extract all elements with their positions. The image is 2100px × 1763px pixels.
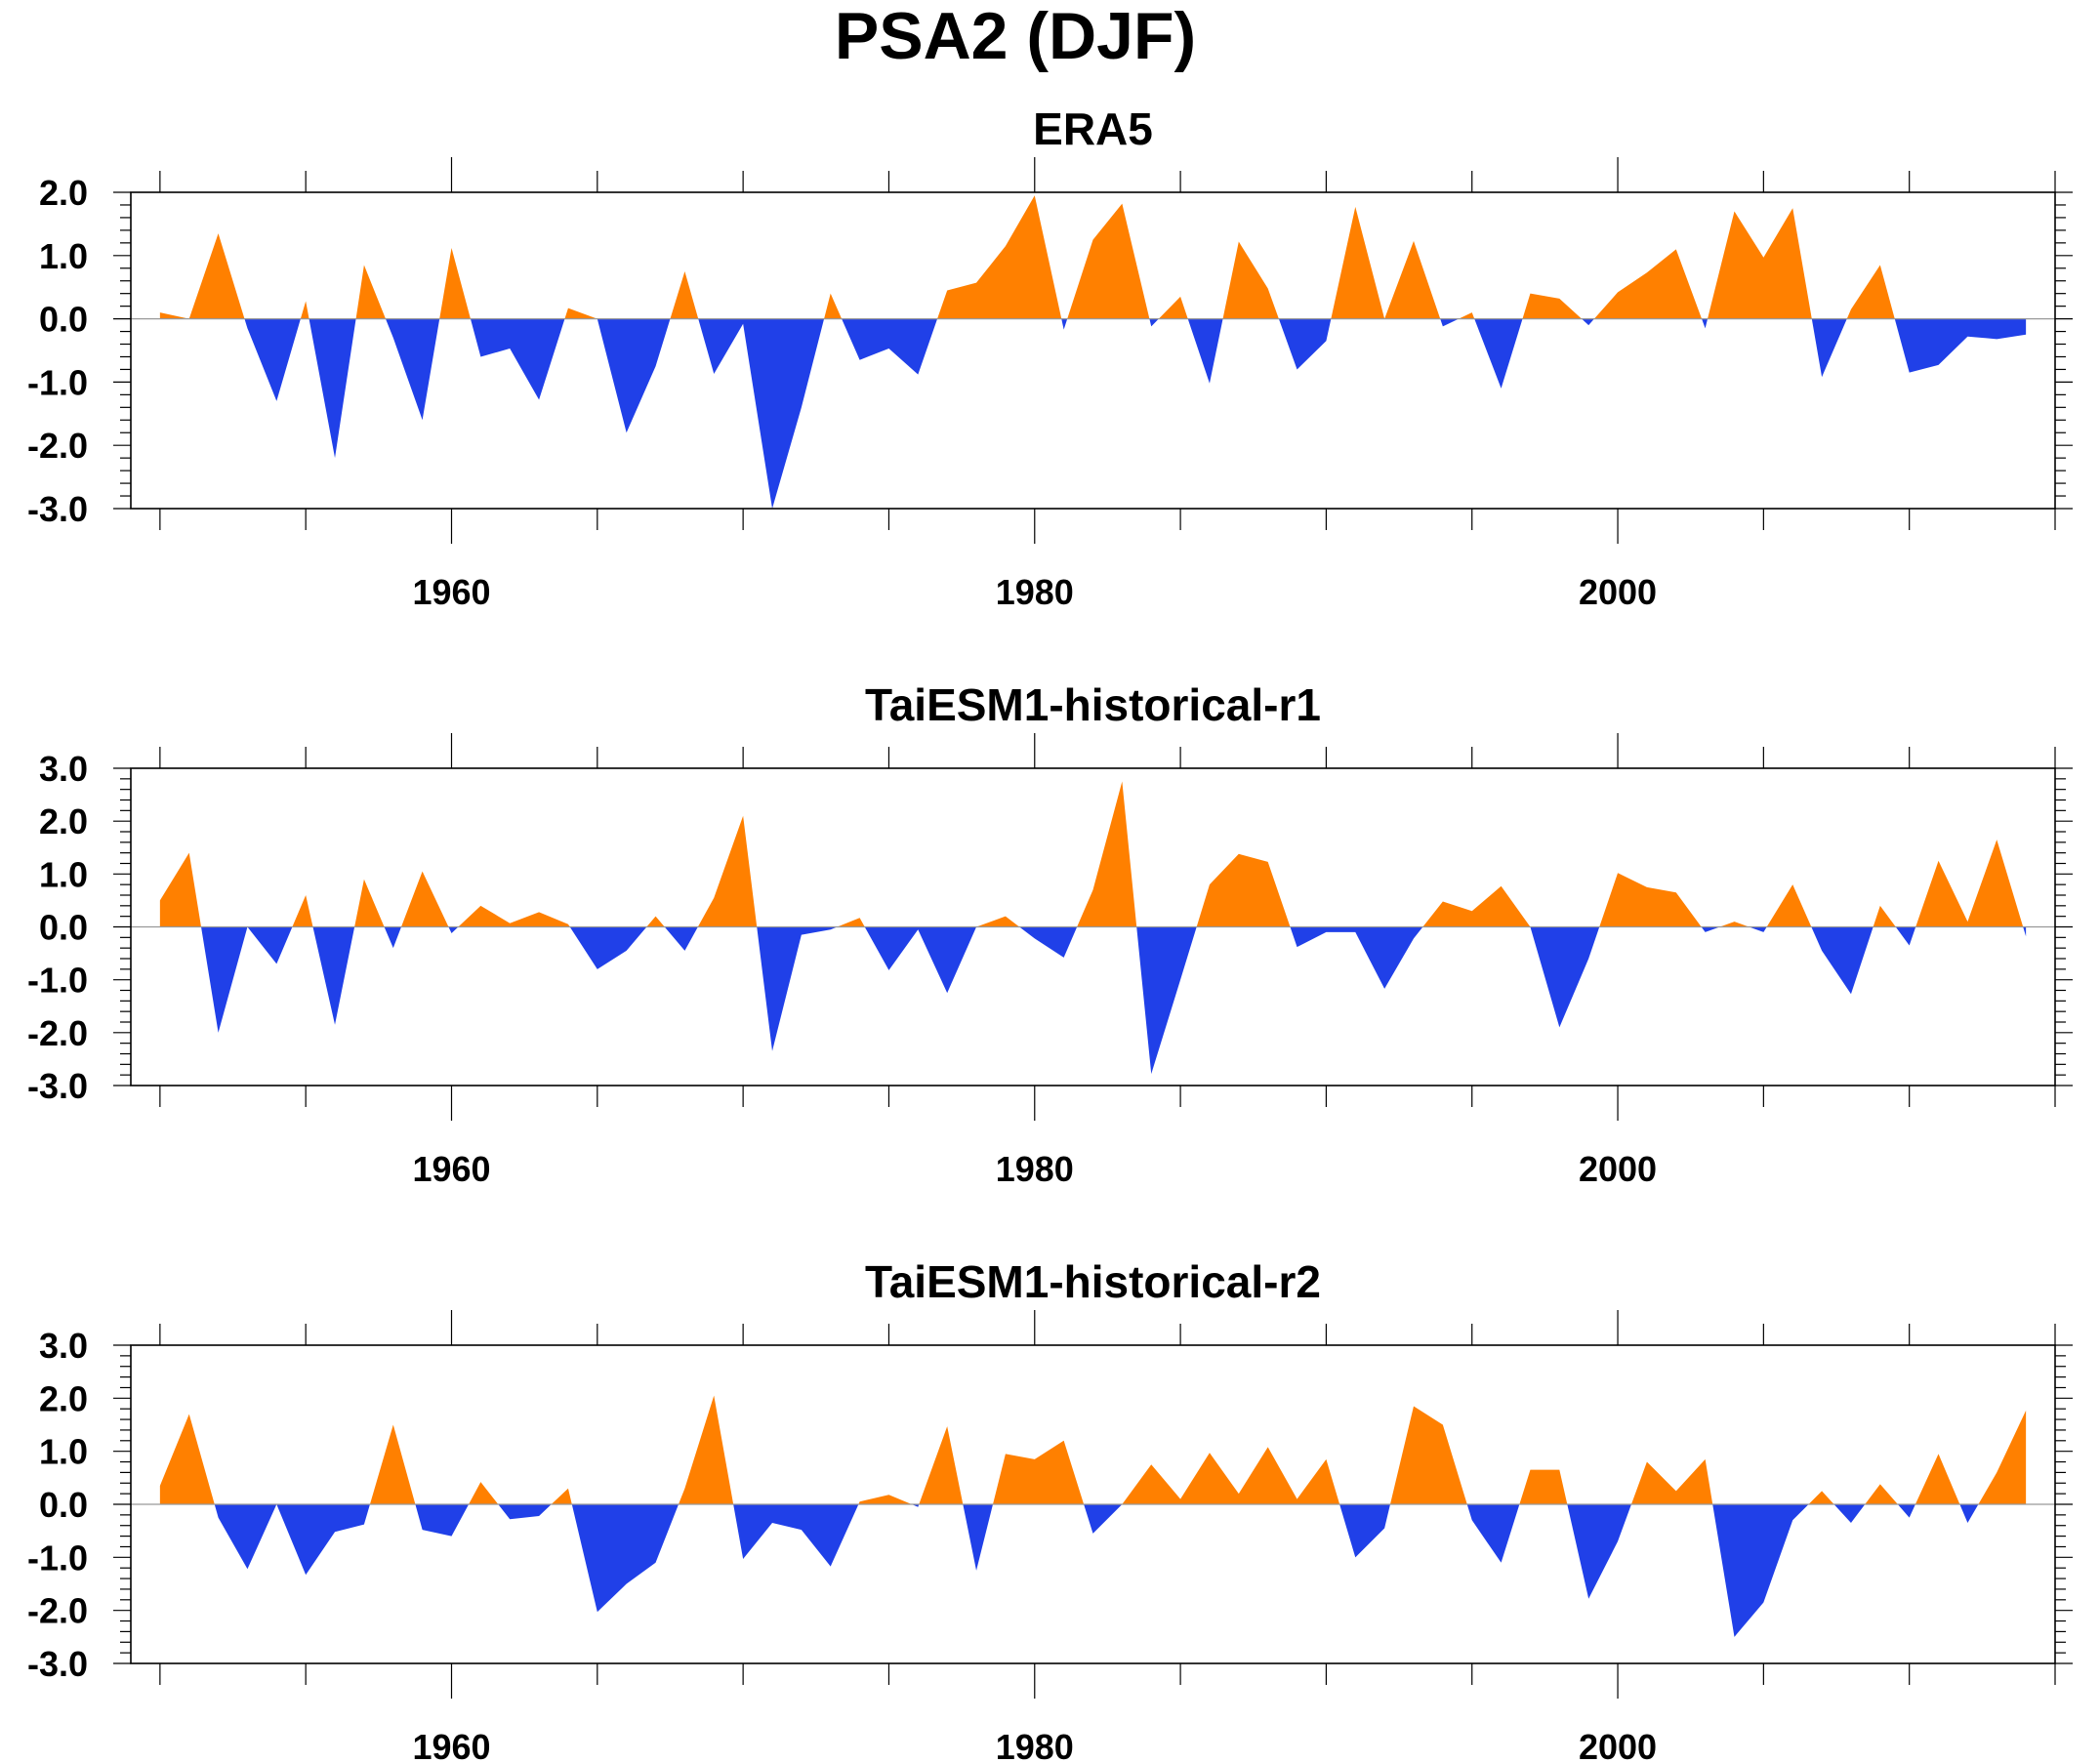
y-tick-label: 0.0 (39, 908, 88, 948)
x-tick-label: 1960 (412, 1727, 490, 1763)
positive-area (159, 1395, 2027, 1504)
panel-title: TaiESM1-historical-r1 (865, 679, 1321, 730)
x-tick-label: 2000 (1579, 572, 1657, 612)
y-tick-label: 0.0 (39, 300, 88, 340)
y-tick-label: 3.0 (39, 749, 88, 789)
y-tick-label: 1.0 (39, 1432, 88, 1472)
y-tick-label: -3.0 (27, 1644, 88, 1684)
negative-area (159, 926, 2027, 1075)
y-tick-label: 2.0 (39, 1378, 88, 1418)
y-tick-label: -1.0 (27, 1538, 88, 1578)
x-tick-label: 1980 (996, 572, 1074, 612)
negative-area (159, 1504, 2027, 1637)
panel-title: TaiESM1-historical-r2 (865, 1256, 1321, 1307)
y-tick-label: -3.0 (27, 1066, 88, 1106)
y-tick-label: -2.0 (27, 1013, 88, 1053)
x-tick-label: 1960 (412, 572, 490, 612)
x-tick-label: 1960 (412, 1149, 490, 1189)
y-tick-label: -2.0 (27, 426, 88, 466)
figure-title: PSA2 (DJF) (835, 0, 1196, 73)
y-tick-label: 1.0 (39, 236, 88, 276)
panel-1: ERA5 2.0 1.0 0.0 -1.0 -2.0 -3.0 1960 1980 2000 (27, 103, 2073, 612)
y-tick-label: 1.0 (39, 854, 88, 894)
y-tick-label: -3.0 (27, 489, 88, 529)
y-tick-label: 2.0 (39, 173, 88, 213)
positive-area (159, 781, 2027, 927)
y-tick-label: 0.0 (39, 1485, 88, 1525)
negative-area (244, 318, 2027, 509)
positive-area (159, 195, 2027, 319)
x-tick-label: 1980 (996, 1727, 1074, 1763)
panel-title: ERA5 (1033, 103, 1153, 154)
y-tick-label: 2.0 (39, 801, 88, 841)
panel-2: TaiESM1-historical-r1 3.0 2.0 1.0 0.0 -1.0 -2.… (27, 679, 2073, 1189)
y-tick-label: -1.0 (27, 961, 88, 1001)
x-tick-label: 2000 (1579, 1727, 1657, 1763)
plot-frame (130, 191, 2056, 510)
y-tick-label: -1.0 (27, 362, 88, 402)
y-tick-label: 3.0 (39, 1326, 88, 1366)
y-tick-label: -2.0 (27, 1591, 88, 1631)
panel-3: TaiESM1-historical-r2 3.0 2.0 1.0 0.0 -1.0 -2.… (27, 1256, 2073, 1763)
x-tick-label: 1980 (996, 1149, 1074, 1189)
x-tick-label: 2000 (1579, 1149, 1657, 1189)
